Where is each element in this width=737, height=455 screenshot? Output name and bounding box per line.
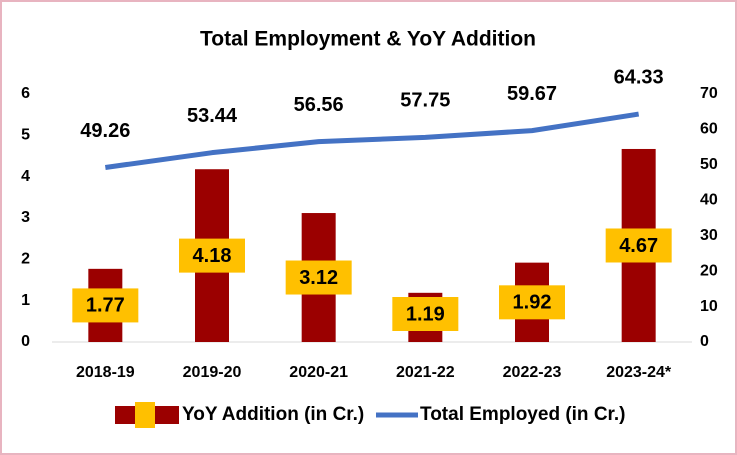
value-label: 3.12 <box>299 267 338 289</box>
x-tick-label: 2020-21 <box>289 364 348 381</box>
y-tick-label: 6 <box>21 85 30 102</box>
value-label-box <box>605 228 672 263</box>
value-label: 57.75 <box>400 90 450 112</box>
value-label: 64.33 <box>614 66 664 88</box>
y2-tick-label: 10 <box>700 298 718 315</box>
y-tick-label: 5 <box>21 127 30 144</box>
x-tick-label: 2023-24* <box>606 364 672 381</box>
x-tick-label: 2019-20 <box>183 364 242 381</box>
value-label: 56.56 <box>294 94 344 116</box>
y2-tick-label: 40 <box>700 192 718 209</box>
value-label: 4.67 <box>619 235 658 257</box>
y-tick-label: 3 <box>21 209 30 226</box>
value-label: 4.18 <box>193 245 232 267</box>
chart-title: Total Employment & YoY Addition <box>200 28 536 51</box>
value-label: 1.92 <box>513 292 552 314</box>
y2-tick-label: 20 <box>700 262 718 279</box>
value-label-box <box>392 297 459 331</box>
value-label-box <box>499 285 565 320</box>
y-tick-label: 1 <box>21 292 30 309</box>
line <box>104 111 640 170</box>
value-label: 1.19 <box>406 303 445 325</box>
y2-tick-label: 30 <box>700 227 718 244</box>
value-label-box <box>179 238 245 273</box>
y-tick-label: 4 <box>21 168 30 185</box>
x-tick-label: 2022-23 <box>503 364 562 381</box>
y2-tick-label: 50 <box>700 156 718 173</box>
value-label: 59.67 <box>507 83 557 105</box>
y2-tick-label: 70 <box>700 85 718 102</box>
value-label: 53.44 <box>187 105 238 127</box>
legend-swatch-label <box>135 402 155 428</box>
y2-tick-label: 0 <box>700 333 709 350</box>
x-tick-label: 2018-19 <box>76 364 135 381</box>
y-tick-label: 0 <box>21 333 30 350</box>
value-label: 49.26 <box>80 120 130 142</box>
y2-tick-label: 60 <box>700 121 718 138</box>
legend-label: Total Employed (in Cr.) <box>420 404 626 425</box>
value-label: 1.77 <box>86 295 125 317</box>
value-label-box <box>72 288 139 323</box>
y-tick-label: 2 <box>21 251 30 268</box>
x-tick-label: 2021-22 <box>396 364 455 381</box>
legend-label: YoY Addition (in Cr.) <box>182 404 364 425</box>
value-label-box <box>285 260 352 295</box>
